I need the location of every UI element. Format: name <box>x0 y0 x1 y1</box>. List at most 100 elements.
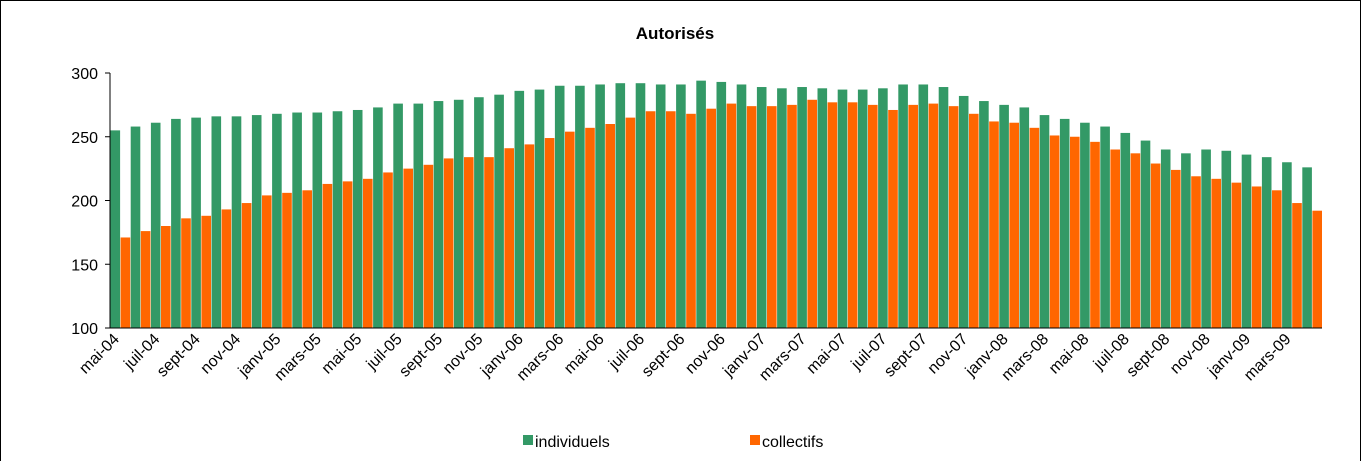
bar <box>1272 190 1282 328</box>
bar <box>1251 186 1262 328</box>
bar <box>433 101 444 328</box>
bar <box>1070 136 1080 328</box>
bar <box>706 108 716 328</box>
bar <box>534 89 545 328</box>
bar <box>1302 167 1312 328</box>
bar <box>878 88 888 328</box>
y-tick-label: 100 <box>71 321 98 338</box>
bar <box>575 85 585 328</box>
y-tick-label: 150 <box>71 257 98 274</box>
bar <box>1039 115 1050 328</box>
bar <box>1049 135 1060 328</box>
bar <box>403 168 413 328</box>
bar <box>191 117 201 328</box>
bar <box>1150 163 1161 328</box>
bar <box>161 226 171 328</box>
bar <box>928 103 939 328</box>
bar <box>504 148 514 328</box>
bar <box>352 109 363 328</box>
bar <box>686 113 696 328</box>
bar <box>181 218 191 328</box>
bar <box>888 109 898 328</box>
bar <box>231 116 242 328</box>
bar <box>1201 149 1211 328</box>
bar <box>948 106 959 329</box>
bar <box>544 138 555 328</box>
bar <box>110 130 121 328</box>
bar <box>322 183 333 328</box>
bar <box>1029 127 1040 328</box>
bar <box>262 195 272 328</box>
bar <box>171 118 181 329</box>
bar <box>1110 149 1120 328</box>
bar <box>383 172 393 328</box>
bar <box>979 101 989 328</box>
bar <box>1261 157 1272 328</box>
bar <box>272 113 282 328</box>
bar <box>140 231 151 328</box>
bar <box>1282 162 1292 328</box>
bar <box>918 84 929 328</box>
bar <box>1080 122 1090 328</box>
bar <box>393 103 403 328</box>
bar <box>736 84 747 328</box>
y-tick-label: 250 <box>71 130 98 147</box>
bar <box>1292 203 1302 328</box>
bar <box>615 83 626 328</box>
bar <box>1241 154 1252 328</box>
bar <box>726 103 737 328</box>
legend-label: collectifs <box>762 434 823 451</box>
bar <box>484 157 494 328</box>
bar <box>554 85 565 328</box>
bar <box>817 88 828 328</box>
bar <box>797 87 807 329</box>
bar <box>999 104 1009 328</box>
bar <box>453 99 464 329</box>
bar <box>1019 107 1030 328</box>
bar <box>292 112 302 329</box>
bar <box>524 144 535 328</box>
bar <box>605 124 615 328</box>
bar <box>474 97 484 328</box>
bar <box>837 89 848 328</box>
bar <box>827 102 838 328</box>
bar <box>1312 210 1322 328</box>
bar <box>898 84 908 328</box>
bar <box>645 111 656 328</box>
bar <box>413 103 424 328</box>
bar <box>666 111 676 328</box>
bar <box>494 94 504 328</box>
bar <box>282 192 292 328</box>
bar <box>514 90 525 328</box>
bar <box>201 215 211 328</box>
bar <box>787 104 797 328</box>
legend-swatch <box>750 435 760 445</box>
bar <box>958 95 969 328</box>
bar <box>585 127 595 328</box>
bar <box>1171 169 1181 328</box>
bar <box>241 203 252 328</box>
bar <box>464 157 474 328</box>
bar <box>1130 153 1141 328</box>
bar <box>716 81 727 328</box>
bar <box>1211 178 1221 328</box>
bar <box>655 84 666 328</box>
bar <box>1181 153 1191 328</box>
bar <box>908 104 918 328</box>
bar <box>120 237 131 328</box>
bar <box>373 107 383 328</box>
chart-title: Autorisés <box>636 24 714 43</box>
bar <box>969 113 979 328</box>
bar <box>1221 150 1232 328</box>
bar <box>221 209 232 328</box>
bar <box>342 181 353 328</box>
bar <box>150 122 161 328</box>
bar <box>1191 176 1201 328</box>
bar <box>211 116 222 328</box>
y-tick-label: 300 <box>71 66 98 83</box>
bar <box>938 87 949 329</box>
y-tick-label: 200 <box>71 194 98 211</box>
bar <box>696 80 706 329</box>
bar <box>1160 149 1171 328</box>
bar <box>676 84 686 328</box>
